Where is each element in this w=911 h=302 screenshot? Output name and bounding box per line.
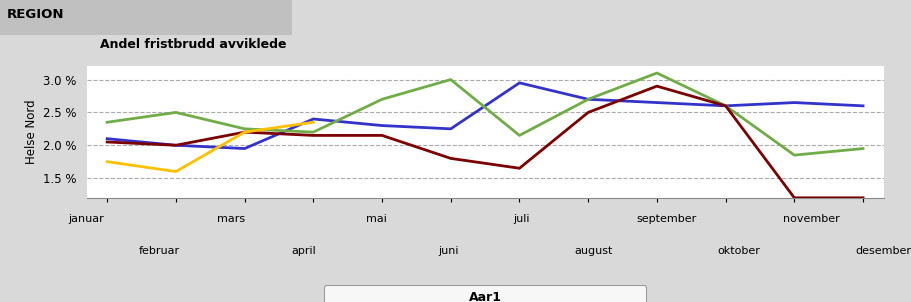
Line: 2016: 2016 bbox=[107, 83, 863, 149]
Text: REGION: REGION bbox=[6, 8, 64, 21]
Text: desember: desember bbox=[855, 246, 911, 256]
2016 bbox=[789, 101, 800, 104]
2016 bbox=[170, 143, 181, 147]
Text: juli: juli bbox=[513, 214, 529, 224]
2017 bbox=[170, 111, 181, 114]
2016 bbox=[651, 101, 662, 104]
2019 bbox=[102, 160, 113, 163]
2018 bbox=[514, 166, 525, 170]
2018 bbox=[445, 156, 456, 160]
Text: september: september bbox=[636, 214, 696, 224]
2018 bbox=[651, 84, 662, 88]
Text: juni: juni bbox=[438, 246, 459, 256]
2016 bbox=[721, 104, 732, 108]
2018 bbox=[857, 196, 868, 200]
2017 bbox=[721, 104, 732, 108]
2018 bbox=[583, 111, 594, 114]
2016 bbox=[583, 98, 594, 101]
2017 bbox=[376, 98, 387, 101]
Text: januar: januar bbox=[68, 214, 105, 224]
2017 bbox=[651, 71, 662, 75]
2017 bbox=[308, 130, 319, 134]
Text: mars: mars bbox=[218, 214, 246, 224]
Line: 2017: 2017 bbox=[107, 73, 863, 155]
2018 bbox=[789, 196, 800, 200]
2016 bbox=[857, 104, 868, 108]
2018 bbox=[308, 133, 319, 137]
Y-axis label: Helse Nord: Helse Nord bbox=[25, 100, 37, 164]
Text: Andel fristbrudd avviklede: Andel fristbrudd avviklede bbox=[100, 38, 287, 51]
Text: august: august bbox=[575, 246, 613, 256]
Text: februar: februar bbox=[138, 246, 179, 256]
Line: 2018: 2018 bbox=[107, 86, 863, 198]
2018 bbox=[376, 133, 387, 137]
2016 bbox=[445, 127, 456, 131]
2018 bbox=[239, 130, 250, 134]
2016 bbox=[239, 147, 250, 150]
2017 bbox=[514, 133, 525, 137]
2019 bbox=[239, 130, 250, 134]
2019 bbox=[170, 170, 181, 173]
2016 bbox=[102, 137, 113, 140]
2016 bbox=[376, 124, 387, 127]
2018 bbox=[170, 143, 181, 147]
Line: 2019: 2019 bbox=[107, 122, 313, 172]
Legend: 2016, 2017, 2018, 2019: 2016, 2017, 2018, 2019 bbox=[324, 285, 646, 302]
2016 bbox=[308, 117, 319, 121]
2017 bbox=[239, 127, 250, 131]
2018 bbox=[721, 104, 732, 108]
2017 bbox=[789, 153, 800, 157]
2017 bbox=[857, 147, 868, 150]
Text: mai: mai bbox=[366, 214, 387, 224]
2017 bbox=[445, 78, 456, 81]
2017 bbox=[583, 98, 594, 101]
Text: november: november bbox=[783, 214, 840, 224]
2017 bbox=[102, 120, 113, 124]
2019 bbox=[308, 120, 319, 124]
2018 bbox=[102, 140, 113, 144]
Text: oktober: oktober bbox=[717, 246, 760, 256]
2016 bbox=[514, 81, 525, 85]
Text: april: april bbox=[292, 246, 316, 256]
